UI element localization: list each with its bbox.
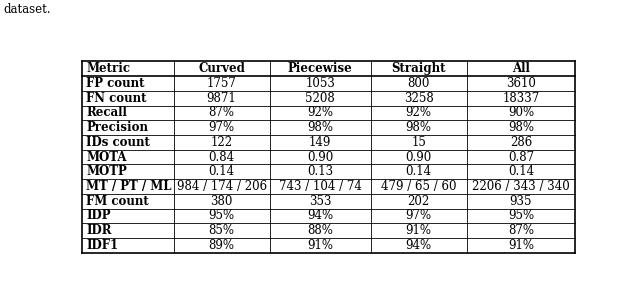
Text: 92%: 92% <box>307 106 333 119</box>
Text: 98%: 98% <box>406 121 431 134</box>
Text: 380: 380 <box>211 195 233 208</box>
Text: 1757: 1757 <box>207 77 237 90</box>
Text: 0.87: 0.87 <box>508 151 534 164</box>
Text: 3610: 3610 <box>506 77 536 90</box>
Text: 1053: 1053 <box>305 77 335 90</box>
Text: 91%: 91% <box>406 224 431 237</box>
Text: 91%: 91% <box>508 239 534 252</box>
Text: Piecewise: Piecewise <box>288 62 353 75</box>
Text: 97%: 97% <box>406 210 432 223</box>
Text: MOTA: MOTA <box>86 151 127 164</box>
Text: 94%: 94% <box>406 239 432 252</box>
Text: IDR: IDR <box>86 224 112 237</box>
Text: 15: 15 <box>411 136 426 149</box>
Text: 0.90: 0.90 <box>307 151 333 164</box>
Text: All: All <box>512 62 530 75</box>
Text: 0.14: 0.14 <box>209 165 235 178</box>
Text: IDP: IDP <box>86 210 111 223</box>
Text: 0.90: 0.90 <box>406 151 432 164</box>
Text: 743 / 104 / 74: 743 / 104 / 74 <box>278 180 362 193</box>
Text: 2206 / 343 / 340: 2206 / 343 / 340 <box>472 180 570 193</box>
Text: 202: 202 <box>408 195 429 208</box>
Text: 98%: 98% <box>508 121 534 134</box>
Text: 149: 149 <box>309 136 332 149</box>
Text: 353: 353 <box>309 195 332 208</box>
Text: Recall: Recall <box>86 106 127 119</box>
Text: 800: 800 <box>408 77 430 90</box>
Text: 5208: 5208 <box>305 92 335 105</box>
Text: dataset.: dataset. <box>3 3 51 16</box>
Text: 95%: 95% <box>209 210 235 223</box>
Text: 0.14: 0.14 <box>406 165 432 178</box>
Text: 935: 935 <box>509 195 532 208</box>
Text: 89%: 89% <box>209 239 235 252</box>
Text: 18337: 18337 <box>502 92 540 105</box>
Text: 479 / 65 / 60: 479 / 65 / 60 <box>381 180 456 193</box>
Text: 0.84: 0.84 <box>209 151 235 164</box>
Text: 122: 122 <box>211 136 233 149</box>
Text: 97%: 97% <box>209 121 235 134</box>
Text: IDs count: IDs count <box>86 136 150 149</box>
Text: 9871: 9871 <box>207 92 237 105</box>
Text: MT / PT / ML: MT / PT / ML <box>86 180 172 193</box>
Text: MOTP: MOTP <box>86 165 127 178</box>
Text: 92%: 92% <box>406 106 431 119</box>
Text: 0.14: 0.14 <box>508 165 534 178</box>
Text: 87%: 87% <box>209 106 235 119</box>
Text: Straight: Straight <box>392 62 446 75</box>
Text: FP count: FP count <box>86 77 145 90</box>
Text: Precision: Precision <box>86 121 148 134</box>
Text: 0.13: 0.13 <box>307 165 333 178</box>
Text: FN count: FN count <box>86 92 147 105</box>
Text: 94%: 94% <box>307 210 333 223</box>
Text: 95%: 95% <box>508 210 534 223</box>
Text: IDF1: IDF1 <box>86 239 118 252</box>
Text: 88%: 88% <box>307 224 333 237</box>
Text: Metric: Metric <box>86 62 131 75</box>
Text: 90%: 90% <box>508 106 534 119</box>
Text: 286: 286 <box>509 136 532 149</box>
Text: 98%: 98% <box>307 121 333 134</box>
Text: Curved: Curved <box>198 62 245 75</box>
Text: FM count: FM count <box>86 195 149 208</box>
Text: 87%: 87% <box>508 224 534 237</box>
Text: 91%: 91% <box>307 239 333 252</box>
Text: 3258: 3258 <box>404 92 433 105</box>
Text: 85%: 85% <box>209 224 235 237</box>
Text: 984 / 174 / 206: 984 / 174 / 206 <box>177 180 267 193</box>
